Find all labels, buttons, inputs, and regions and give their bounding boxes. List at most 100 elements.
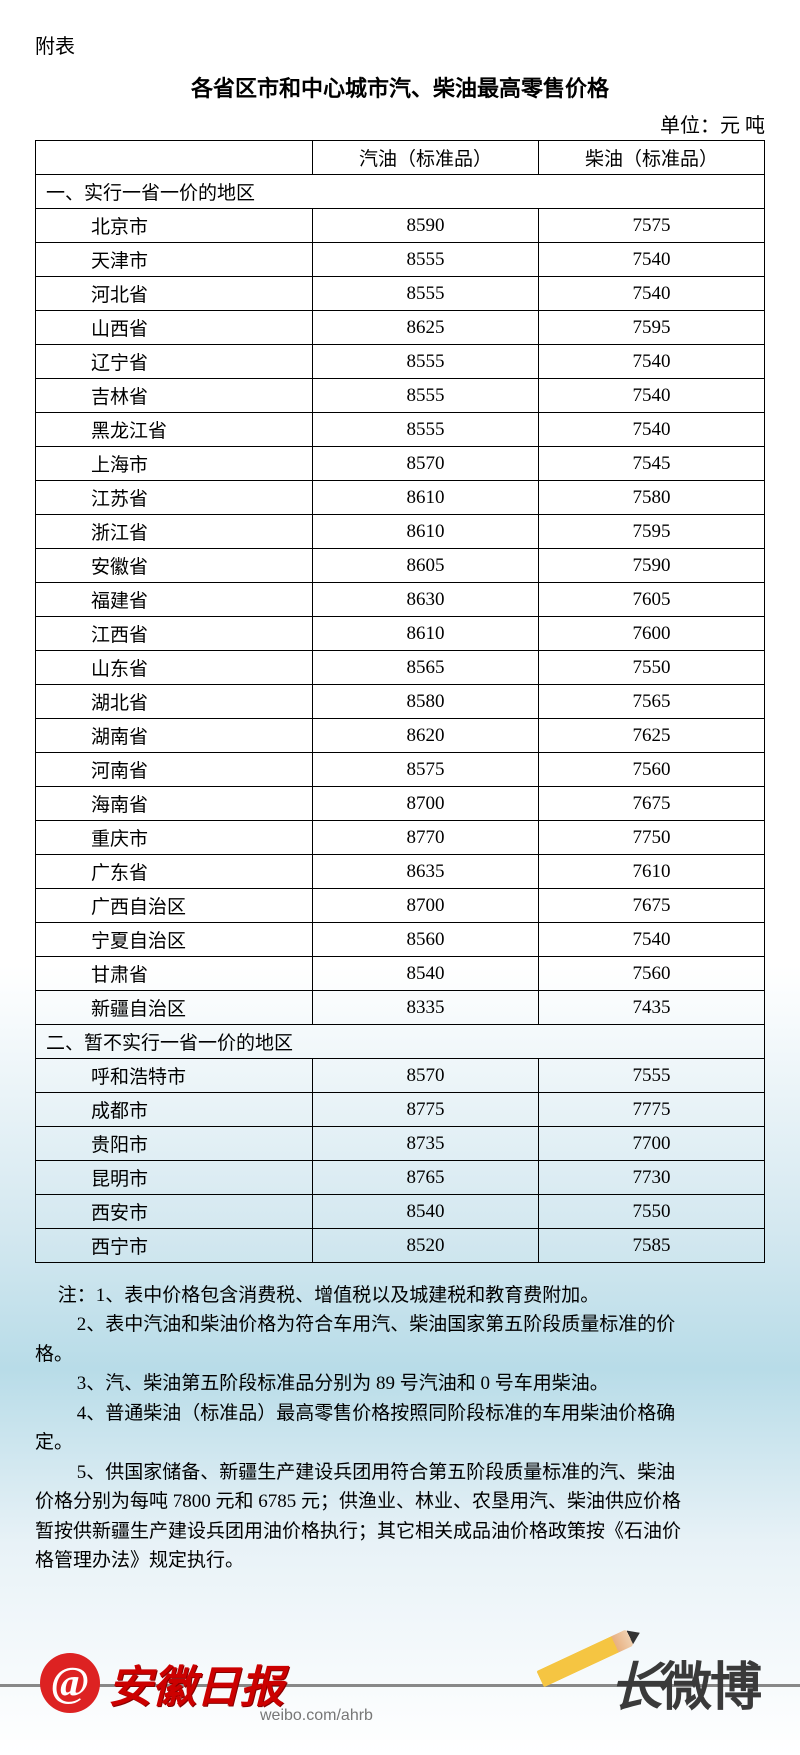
cell-diesel: 7605 bbox=[539, 583, 765, 617]
weibo-url: weibo.com/ahrb bbox=[260, 1707, 373, 1725]
cell-diesel: 7545 bbox=[539, 447, 765, 481]
cell-region: 昆明市 bbox=[36, 1161, 313, 1195]
table-row: 重庆市87707750 bbox=[36, 821, 765, 855]
section-title-cell: 一、实行一省一价的地区 bbox=[36, 175, 765, 209]
cell-gasoline: 8700 bbox=[313, 889, 539, 923]
cell-gasoline: 8555 bbox=[313, 243, 539, 277]
cell-diesel: 7560 bbox=[539, 753, 765, 787]
unit-label: 单位：元 吨 bbox=[35, 109, 765, 138]
cell-gasoline: 8335 bbox=[313, 991, 539, 1025]
appendix-label: 附表 bbox=[35, 30, 765, 59]
table-row: 福建省86307605 bbox=[36, 583, 765, 617]
cell-region: 湖北省 bbox=[36, 685, 313, 719]
cell-diesel: 7575 bbox=[539, 209, 765, 243]
table-row: 山东省85657550 bbox=[36, 651, 765, 685]
cell-diesel: 7540 bbox=[539, 413, 765, 447]
cell-gasoline: 8605 bbox=[313, 549, 539, 583]
cell-region: 湖南省 bbox=[36, 719, 313, 753]
table-row: 昆明市87657730 bbox=[36, 1161, 765, 1195]
cell-gasoline: 8580 bbox=[313, 685, 539, 719]
table-row: 成都市87757775 bbox=[36, 1093, 765, 1127]
cell-region: 河南省 bbox=[36, 753, 313, 787]
table-row: 浙江省86107595 bbox=[36, 515, 765, 549]
cell-diesel: 7580 bbox=[539, 481, 765, 515]
cell-region: 西宁市 bbox=[36, 1229, 313, 1263]
cell-gasoline: 8775 bbox=[313, 1093, 539, 1127]
cell-region: 吉林省 bbox=[36, 379, 313, 413]
cell-diesel: 7540 bbox=[539, 243, 765, 277]
table-row: 广东省86357610 bbox=[36, 855, 765, 889]
col-header-region bbox=[36, 141, 313, 175]
notes-section: 注：1、表中价格包含消费税、增值税以及城建税和教育费附加。 2、表中汽油和柴油价… bbox=[35, 1281, 765, 1575]
table-row: 辽宁省85557540 bbox=[36, 345, 765, 379]
cell-region: 江苏省 bbox=[36, 481, 313, 515]
table-row: 山西省86257595 bbox=[36, 311, 765, 345]
note-5a: 5、供国家储备、新疆生产建设兵团用符合第五阶段质量标准的汽、柴油 bbox=[35, 1458, 765, 1487]
cell-diesel: 7595 bbox=[539, 311, 765, 345]
cell-diesel: 7675 bbox=[539, 787, 765, 821]
cell-region: 山西省 bbox=[36, 311, 313, 345]
cell-gasoline: 8590 bbox=[313, 209, 539, 243]
note-5d: 格管理办法》规定执行。 bbox=[35, 1546, 765, 1575]
cell-diesel: 7775 bbox=[539, 1093, 765, 1127]
table-body: 一、实行一省一价的地区北京市85907575天津市85557540河北省8555… bbox=[36, 175, 765, 1263]
table-row: 安徽省86057590 bbox=[36, 549, 765, 583]
cell-gasoline: 8520 bbox=[313, 1229, 539, 1263]
cell-gasoline: 8555 bbox=[313, 277, 539, 311]
cell-gasoline: 8630 bbox=[313, 583, 539, 617]
cell-region: 成都市 bbox=[36, 1093, 313, 1127]
cell-gasoline: 8560 bbox=[313, 923, 539, 957]
weibo-chars: 微博 bbox=[660, 1659, 760, 1717]
note-5b: 价格分别为每吨 7800 元和 6785 元；供渔业、林业、农垦用汽、柴油供应价… bbox=[35, 1487, 765, 1516]
table-row: 呼和浩特市85707555 bbox=[36, 1059, 765, 1093]
price-table: 汽油（标准品） 柴油（标准品） 一、实行一省一价的地区北京市85907575天津… bbox=[35, 140, 765, 1263]
cell-diesel: 7730 bbox=[539, 1161, 765, 1195]
newspaper-name: 安徽日报 bbox=[108, 1651, 284, 1715]
note-5c: 暂按供新疆生产建设兵团用油价格执行；其它相关成品油价格政策按《石油价 bbox=[35, 1517, 765, 1546]
table-row: 广西自治区87007675 bbox=[36, 889, 765, 923]
table-row: 新疆自治区83357435 bbox=[36, 991, 765, 1025]
cell-gasoline: 8565 bbox=[313, 651, 539, 685]
table-row: 江西省86107600 bbox=[36, 617, 765, 651]
table-row: 吉林省85557540 bbox=[36, 379, 765, 413]
cell-gasoline: 8555 bbox=[313, 413, 539, 447]
cell-region: 广西自治区 bbox=[36, 889, 313, 923]
cell-region: 江西省 bbox=[36, 617, 313, 651]
cell-region: 浙江省 bbox=[36, 515, 313, 549]
note-3: 3、汽、柴油第五阶段标准品分别为 89 号汽油和 0 号车用柴油。 bbox=[35, 1369, 765, 1398]
cell-gasoline: 8575 bbox=[313, 753, 539, 787]
cell-gasoline: 8570 bbox=[313, 1059, 539, 1093]
note-2: 2、表中汽油和柴油价格为符合车用汽、柴油国家第五阶段质量标准的价 bbox=[35, 1310, 765, 1339]
table-row: 天津市85557540 bbox=[36, 243, 765, 277]
table-row: 河南省85757560 bbox=[36, 753, 765, 787]
cell-gasoline: 8765 bbox=[313, 1161, 539, 1195]
cell-diesel: 7565 bbox=[539, 685, 765, 719]
table-row: 北京市85907575 bbox=[36, 209, 765, 243]
table-row: 海南省87007675 bbox=[36, 787, 765, 821]
table-header-row: 汽油（标准品） 柴油（标准品） bbox=[36, 141, 765, 175]
table-row: 西宁市85207585 bbox=[36, 1229, 765, 1263]
cell-region: 福建省 bbox=[36, 583, 313, 617]
cell-region: 上海市 bbox=[36, 447, 313, 481]
cell-gasoline: 8620 bbox=[313, 719, 539, 753]
cell-diesel: 7590 bbox=[539, 549, 765, 583]
cell-diesel: 7700 bbox=[539, 1127, 765, 1161]
newspaper-logo: @ 安徽日报 bbox=[40, 1651, 284, 1715]
cell-diesel: 7550 bbox=[539, 1195, 765, 1229]
col-header-gasoline: 汽油（标准品） bbox=[313, 141, 539, 175]
cell-diesel: 7600 bbox=[539, 617, 765, 651]
table-row: 甘肃省85407560 bbox=[36, 957, 765, 991]
cell-gasoline: 8770 bbox=[313, 821, 539, 855]
cell-region: 海南省 bbox=[36, 787, 313, 821]
cell-diesel: 7555 bbox=[539, 1059, 765, 1093]
cell-region: 重庆市 bbox=[36, 821, 313, 855]
cell-region: 黑龙江省 bbox=[36, 413, 313, 447]
cell-gasoline: 8625 bbox=[313, 311, 539, 345]
cell-diesel: 7540 bbox=[539, 379, 765, 413]
footer: @ 安徽日报 weibo.com/ahrb 长微博 bbox=[0, 1625, 800, 1735]
cell-region: 北京市 bbox=[36, 209, 313, 243]
cell-gasoline: 8555 bbox=[313, 379, 539, 413]
chang-char: 长 bbox=[610, 1660, 660, 1717]
cell-region: 天津市 bbox=[36, 243, 313, 277]
table-row: 湖南省86207625 bbox=[36, 719, 765, 753]
